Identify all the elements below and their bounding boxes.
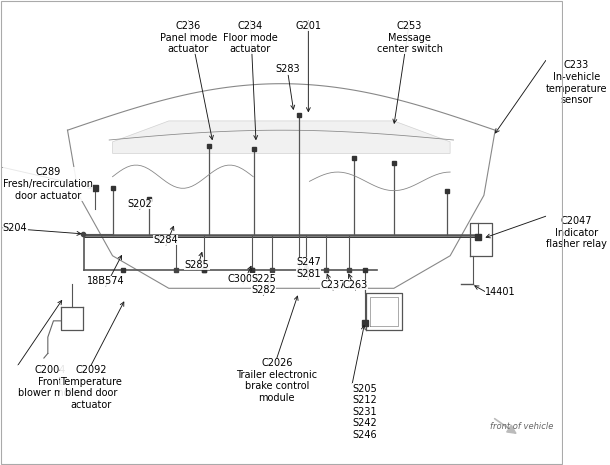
Text: G201: G201 [295, 21, 321, 31]
Text: 14401: 14401 [485, 286, 515, 297]
Text: C2092
Temperature
blend door
actuator: C2092 Temperature blend door actuator [60, 365, 122, 410]
Text: C2047
Indicator
flasher relay: C2047 Indicator flasher relay [546, 216, 607, 249]
Text: C2004
Front
blower motor: C2004 Front blower motor [18, 365, 83, 398]
Text: C234
Floor mode
actuator: C234 Floor mode actuator [223, 21, 278, 54]
Text: S283: S283 [276, 64, 300, 74]
Text: C3007: C3007 [228, 273, 259, 284]
Text: C263: C263 [343, 280, 368, 290]
Text: C289
Fresh/recirculation
door actuator: C289 Fresh/recirculation door actuator [3, 167, 93, 200]
Text: C236
Panel mode
actuator: C236 Panel mode actuator [160, 21, 217, 54]
Text: S202: S202 [127, 199, 152, 209]
Text: S285: S285 [185, 259, 209, 270]
Text: front of vehicle: front of vehicle [490, 422, 553, 431]
Text: S204: S204 [3, 223, 27, 233]
FancyArrowPatch shape [495, 418, 515, 433]
Text: S247
S281: S247 S281 [296, 258, 321, 279]
Text: C237: C237 [320, 280, 346, 290]
Text: S205
S212
S231
S242
S246: S205 S212 S231 S242 S246 [352, 384, 377, 440]
Polygon shape [112, 121, 450, 153]
Text: C253
Message
center switch: C253 Message center switch [376, 21, 443, 54]
Text: S225
S282: S225 S282 [251, 274, 276, 295]
Text: S284: S284 [154, 235, 178, 245]
Text: 18B574: 18B574 [87, 276, 124, 286]
Text: C233
In-vehicle
temperature
sensor: C233 In-vehicle temperature sensor [546, 60, 608, 105]
Text: C2026
Trailer electronic
brake control
module: C2026 Trailer electronic brake control m… [236, 358, 317, 403]
